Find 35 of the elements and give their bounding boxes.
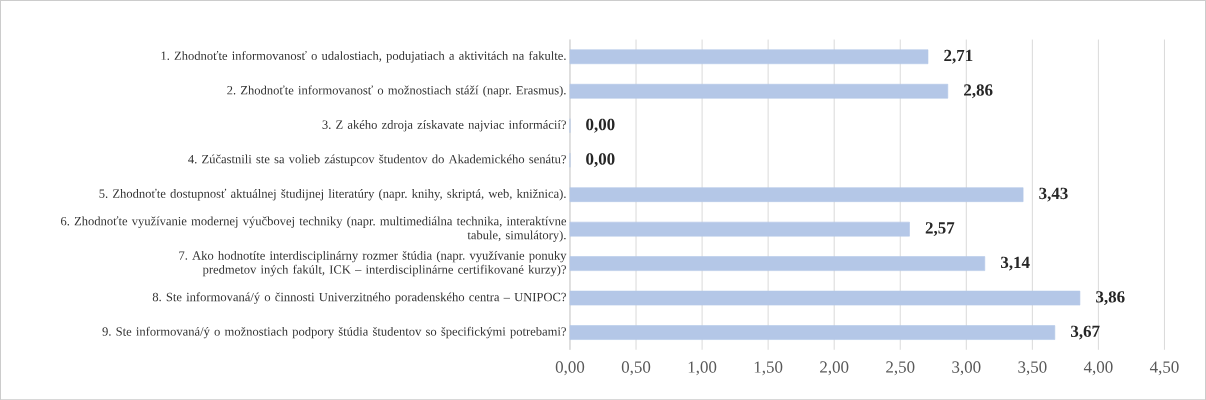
y-tick-label: 8. Ste informovaná/ý o činnosti Univerzitného poradenského centra – UNIPOC? — [152, 292, 566, 304]
x-tick-label: 3,50 — [1018, 361, 1047, 376]
bar — [569, 221, 910, 237]
y-tick-label: 2. Zhodnoťte informovanosť o možnostiach stáží (napr. Erasmus). — [227, 85, 566, 97]
data-label: 3,14 — [1000, 256, 1030, 271]
data-label: 3,67 — [1070, 325, 1100, 340]
x-tick-label: 4,50 — [1149, 361, 1179, 376]
y-tick-label: 1. Zhodnoťte informovanosť o udalostiach, podujatiach a aktivitách na fakulte. — [161, 50, 566, 63]
y-tick-label: 3. Z akého zdroja získavate najviac informácií? — [322, 119, 566, 132]
data-label: 3,86 — [1096, 290, 1125, 305]
data-label: 0,00 — [586, 118, 615, 133]
data-label: 2,57 — [925, 222, 955, 236]
x-tick-label: 1,50 — [754, 361, 783, 376]
bar — [569, 256, 986, 271]
x-tick-label: 2,00 — [820, 361, 849, 376]
x-tick-label: 3,00 — [952, 361, 981, 376]
data-label: 3,43 — [1039, 187, 1068, 202]
y-tick-label: 6. Zhodnoťte využívanie modernej výučbovej techniky (napr. multimediálna technika, interaktívne tabule, simulátory). — [61, 216, 567, 242]
bar — [569, 83, 949, 99]
x-tick-label: 2,50 — [886, 361, 915, 376]
bar — [569, 290, 1081, 306]
bar — [569, 49, 929, 64]
y-tick-label: 5. Zhodnoťte dostupnosť aktuálnej študijnej literatúry (napr. knihy, skriptá, web, knižnica). — [99, 188, 566, 201]
data-label: 2,71 — [944, 49, 973, 64]
bar — [569, 325, 1056, 340]
x-tick-label: 0,00 — [555, 361, 585, 376]
data-label: 0,00 — [586, 153, 615, 167]
data-label: 2,86 — [964, 84, 993, 99]
y-tick-label: 7. Ako hodnotíte interdisciplinárny rozmer štúdia (napr. využívanie ponuky predmetov iných fakúlt, ICK – interdisciplinárne certifikované kurzy)? — [179, 250, 567, 277]
x-tick-label: 0,50 — [621, 361, 651, 376]
y-tick-label: 9. Ste informovaná/ý o možnostiach podpory štúdia študentov so špecifickými potrebami? — [102, 326, 566, 339]
bar — [569, 187, 1024, 202]
x-tick-label: 4,00 — [1083, 361, 1113, 376]
x-tick-label: 1,00 — [688, 361, 717, 376]
y-tick-label: 4. Zúčastnili ste sa volieb zástupcov študentov do Akademického senátu? — [188, 154, 566, 166]
